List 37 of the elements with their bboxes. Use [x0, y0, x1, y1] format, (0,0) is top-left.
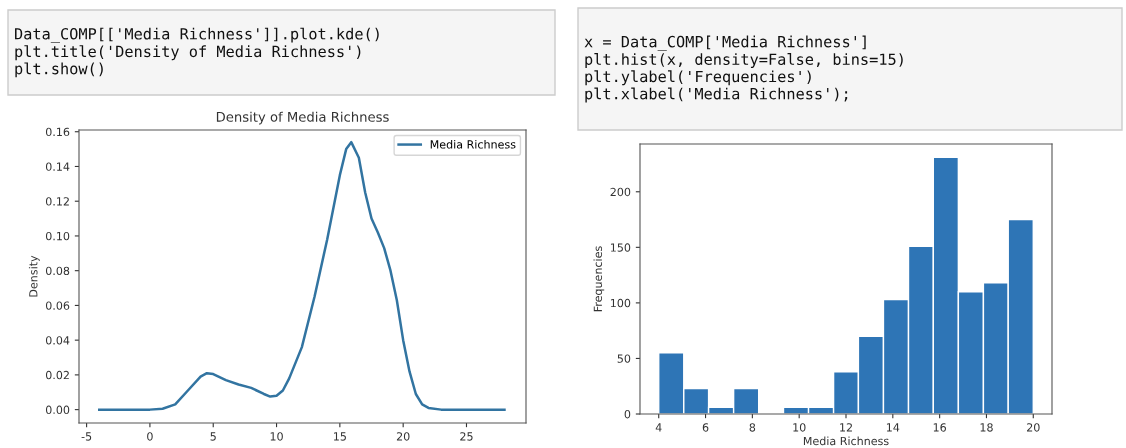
y-tick-label: 200: [610, 187, 631, 197]
chart-title: Density of Media Richness: [216, 111, 389, 125]
x-tick-label: 20: [396, 432, 410, 441]
y-tick-label: 50: [617, 354, 631, 363]
y-tick-label: 0.04: [45, 336, 70, 345]
x-tick-label: 16: [933, 423, 947, 432]
y-tick-label: 0.12: [45, 197, 69, 206]
y-tick-label: 0: [624, 409, 631, 419]
x-tick-label: 5: [210, 432, 216, 441]
x-tick-label: 15: [334, 432, 346, 441]
y-tick-label: 0.08: [45, 266, 70, 276]
x-tick-label: 6: [702, 423, 709, 432]
y-axis-title: Frequencies: [593, 246, 605, 312]
y-tick-label: 100: [610, 298, 631, 308]
x-tick-label: 25: [460, 432, 473, 441]
x-tick-label: 10: [270, 432, 283, 441]
x-tick-label: -5: [81, 432, 92, 441]
y-tick-label: 150: [610, 243, 631, 252]
y-tick-label: 0.10: [45, 231, 70, 241]
x-tick-label: 0: [147, 432, 153, 441]
x-axis-title: Media Richness: [803, 436, 889, 446]
y-tick-label: 0.06: [45, 301, 70, 310]
x-tick-label: 20: [1027, 423, 1040, 432]
text: x = Data_COMP['Media Richness'] plt.hist(x, density=False, bins=15) plt.ylabel('Frequencies') plt.xlabel('Media Richness');: [584, 35, 903, 103]
y-axis-title: Density: [28, 255, 40, 297]
x-tick-label: 18: [980, 423, 993, 432]
text: Data_COMP[['Media Richness']].plot.kde() plt.title('Density of Media Richness') plt.show(): [15, 27, 379, 78]
x-tick-label: 10: [793, 423, 806, 432]
y-tick-label: 0.02: [45, 370, 69, 380]
y-tick-label: 0.16: [45, 127, 70, 137]
y-tick-label: 0.00: [45, 405, 70, 415]
legend-label: Media Richness: [430, 140, 516, 149]
x-tick-label: 14: [886, 423, 900, 432]
x-tick-label: 4: [655, 423, 662, 432]
y-tick-label: 0.14: [45, 162, 70, 171]
x-tick-label: 8: [749, 423, 756, 432]
x-tick-label: 12: [840, 423, 852, 432]
